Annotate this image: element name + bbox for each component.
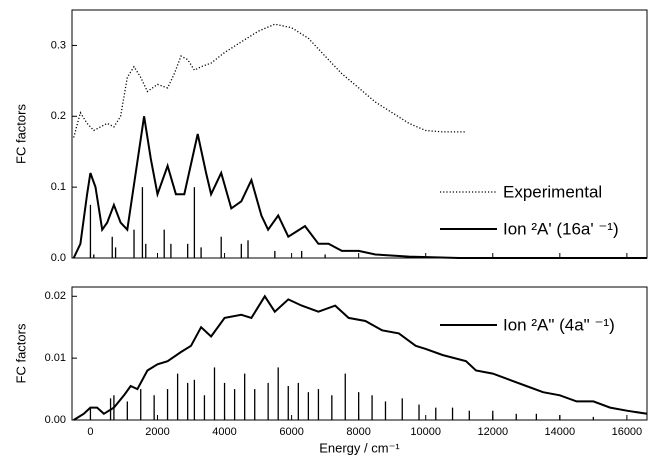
y-axis-label: FC factors xyxy=(13,323,28,383)
series-line xyxy=(73,23,466,138)
y-tick-label: 0.01 xyxy=(45,352,66,364)
legend-label: Ion ²A' (16a' ⁻¹) xyxy=(503,219,619,238)
y-tick-label: 0.3 xyxy=(51,39,66,51)
x-tick-label: 16000 xyxy=(612,426,643,438)
x-tick-label: 10000 xyxy=(410,426,441,438)
y-tick-label: 0.2 xyxy=(51,110,66,122)
y-tick-label: 0.0 xyxy=(51,252,66,264)
x-tick-label: 12000 xyxy=(477,426,508,438)
y-axis-label: FC factors xyxy=(13,104,28,164)
y-tick-label: 0.00 xyxy=(45,414,66,426)
x-tick-label: 0 xyxy=(87,426,93,438)
x-axis-label: Energy / cm⁻¹ xyxy=(319,440,400,455)
y-tick-label: 0.02 xyxy=(45,290,66,302)
x-tick-label: 4000 xyxy=(212,426,236,438)
legend-label: Experimental xyxy=(503,182,602,201)
x-tick-label: 2000 xyxy=(145,426,169,438)
x-tick-label: 14000 xyxy=(545,426,576,438)
y-tick-label: 0.1 xyxy=(51,181,66,193)
series-line xyxy=(72,116,647,259)
x-tick-label: 8000 xyxy=(346,426,370,438)
plot-frame xyxy=(71,9,648,259)
plot-frame xyxy=(71,286,648,421)
legend-label: Ion ²A" (4a" ⁻¹) xyxy=(503,315,615,334)
series-line xyxy=(73,294,648,421)
x-tick-label: 6000 xyxy=(279,426,303,438)
